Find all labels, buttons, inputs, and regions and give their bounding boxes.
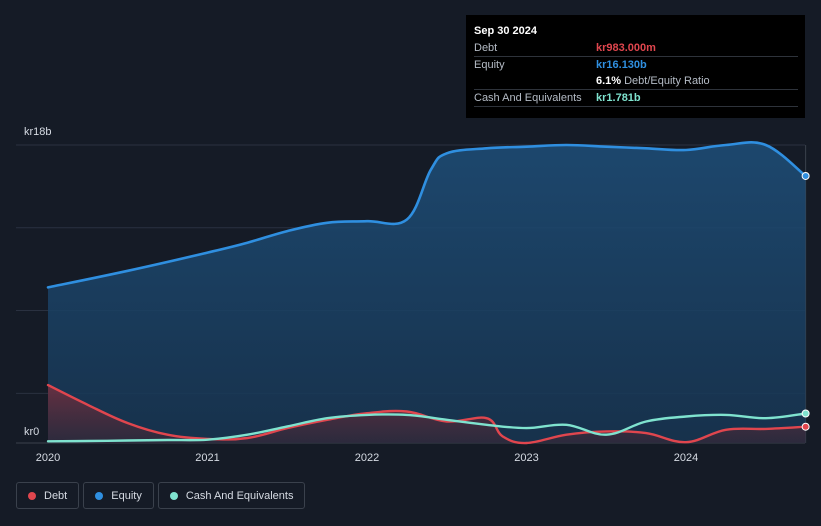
tooltip-ratio-label: Debt/Equity Ratio xyxy=(624,75,710,87)
equity-line xyxy=(46,141,807,289)
tooltip-row-ratio: 6.1% Debt/Equity Ratio xyxy=(474,73,798,90)
tooltip-value-equity: kr16.130b xyxy=(596,59,647,71)
tooltip-panel: Sep 30 2024 Debt kr983.000m Equity kr16.… xyxy=(466,15,805,118)
x-tick-label: 2021 xyxy=(195,452,219,464)
legend-label: Debt xyxy=(44,489,68,502)
series-layer xyxy=(46,141,810,445)
y-tick-label-top: kr18b xyxy=(24,126,52,138)
x-tick-label: 2020 xyxy=(36,452,60,464)
x-tick-label: 2022 xyxy=(355,452,379,464)
legend: Debt Equity Cash And Equivalents xyxy=(16,482,309,509)
legend-item-cash[interactable]: Cash And Equivalents xyxy=(157,482,306,509)
legend-item-equity[interactable]: Equity xyxy=(83,482,154,509)
equity-dot-icon xyxy=(95,491,104,500)
tooltip-label: Equity xyxy=(474,59,505,71)
tooltip-label: Debt xyxy=(474,42,498,54)
legend-item-debt[interactable]: Debt xyxy=(16,482,80,509)
tooltip-row-equity: Equity kr16.130b xyxy=(474,57,798,73)
tooltip-date: Sep 30 2024 xyxy=(474,25,537,37)
legend-label: Cash And Equivalents xyxy=(185,489,294,502)
equity-area xyxy=(48,142,806,443)
tooltip-label xyxy=(474,73,596,89)
debt-area xyxy=(48,385,806,444)
legend-label: Equity xyxy=(111,489,142,502)
debt-dot-icon xyxy=(28,491,36,500)
x-tick-label: 2023 xyxy=(514,452,538,464)
tooltip-row-cash: Cash And Equivalents kr1.781b xyxy=(474,90,798,107)
axis-layer: kr18b kr0 2020 2021 2022 2023 2024 xyxy=(24,126,698,464)
tooltip-value-ratio: 6.1% xyxy=(596,75,622,87)
tooltip-label: Cash And Equivalents xyxy=(474,92,582,104)
cash-and-equivalents-endpoint xyxy=(801,409,810,418)
tooltip-row-debt: Debt kr983.000m xyxy=(474,40,798,57)
tooltip-value-debt: kr983.000m xyxy=(596,42,656,54)
y-tick-label-bottom: kr0 xyxy=(24,426,39,438)
debt-line xyxy=(46,383,807,445)
equity-endpoint xyxy=(801,171,810,180)
tooltip-value-cash: kr1.781b xyxy=(596,92,641,104)
x-tick-label: 2024 xyxy=(674,452,698,464)
cash-dot-icon xyxy=(169,491,178,500)
debt-endpoint xyxy=(801,422,810,431)
cash-and-equivalents-line xyxy=(46,412,807,443)
